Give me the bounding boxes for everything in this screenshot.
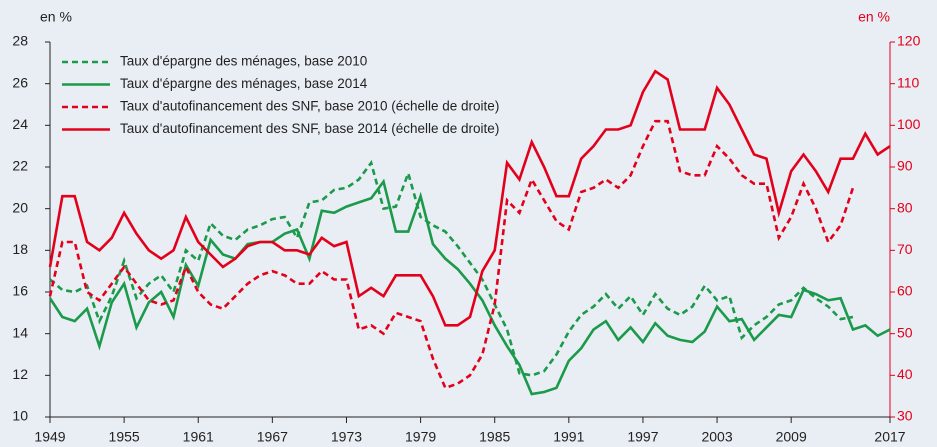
legend-label: Taux d'épargne des ménages, base 2014 [120,76,368,91]
y-axis-label: en % [40,9,72,25]
x-tick-label: 1949 [34,429,65,445]
legend-label: Taux d'épargne des ménages, base 2010 [120,54,367,69]
x-tick-label: 2017 [874,429,905,445]
x-tick-label: 1967 [257,429,288,445]
y-tick-label: 22 [12,158,28,174]
y2-tick-label: 110 [897,74,920,90]
x-tick-label: 1961 [183,429,214,445]
y2-tick-label: 90 [897,158,913,174]
series-line [48,119,855,390]
legend: Taux d'épargne des ménages, base 2010 Tau… [62,54,499,136]
series-line [48,178,891,396]
y-tick-label: 24 [12,116,28,132]
y-tick-label: 12 [12,366,28,382]
x-tick-label: 2009 [776,429,807,445]
y2-axis-label: en % [858,9,890,25]
y-tick-label: 14 [12,324,28,340]
y2-tick-label: 50 [897,324,913,340]
y2-tick-label: 120 [897,33,921,49]
y2-tick-label: 60 [897,283,913,299]
x-tick-label: 1979 [405,429,436,445]
legend-label: Taux d'autofinancement des SNF, base 201… [120,121,499,136]
y2-tick-label: 40 [897,366,913,382]
y2-tick-label: 100 [897,116,921,132]
x-tick-label: 1991 [553,429,584,445]
y2-tick-label: 80 [897,199,913,215]
series-line [48,69,891,327]
x-tick-label: 1997 [627,429,658,445]
legend-label: Taux d'autofinancement des SNF, base 201… [120,99,499,114]
y-tick-label: 18 [12,241,28,257]
x-tick-label: 1985 [479,429,510,445]
series-line [49,159,854,377]
y2-tick-label: 30 [897,408,913,424]
y-tick-label: 16 [12,283,28,299]
x-tick-label: 1955 [109,429,140,445]
y-tick-label: 28 [12,33,28,49]
y-tick-label: 20 [12,199,28,215]
y2-tick-label: 70 [897,241,913,257]
y-tick-label: 26 [12,74,28,90]
x-tick-label: 2003 [701,429,732,445]
x-tick-label: 1973 [331,429,362,445]
y-tick-label: 10 [12,408,28,424]
